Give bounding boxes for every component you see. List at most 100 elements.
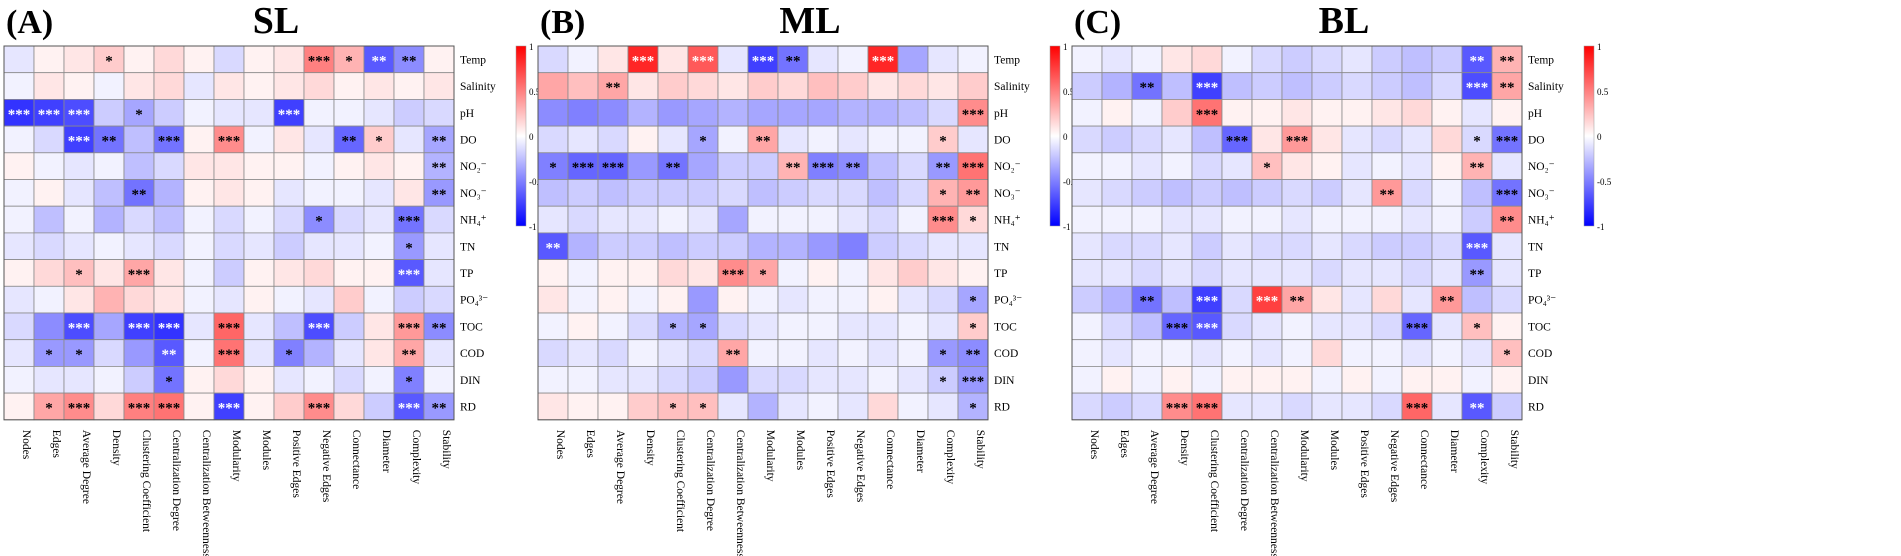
column-label: Positive Edges [290,430,302,499]
heatmap-cell [537,125,569,154]
column-label: Clustering Coefficient [1208,430,1220,533]
heatmap-cell [1191,99,1223,127]
heatmap-cell [363,285,395,314]
heatmap-cell [837,232,869,260]
significance-mark: *** [962,374,985,390]
significance-mark: ** [1500,214,1515,230]
heatmap-cell [393,392,425,421]
heatmap-cell [1371,125,1403,154]
heatmap-cell [333,285,365,314]
heatmap-cell [1071,365,1103,394]
heatmap-cell [837,259,869,287]
heatmap-cell [93,365,125,394]
significance-mark: *** [572,160,595,176]
heatmap-cell [777,205,809,234]
heatmap-cell [807,365,839,394]
heatmap-cell [897,312,929,341]
column-label: Stability [440,430,452,469]
significance-mark: *** [962,107,985,123]
heatmap-cell [1161,179,1193,207]
column-label: Connectance [350,430,362,489]
heatmap-cell [1161,365,1193,394]
heatmap-cell [1491,365,1523,394]
heatmap-cell [537,179,569,207]
heatmap-cell [777,72,809,100]
heatmap-cell [957,339,989,367]
heatmap-cell [153,45,185,74]
heatmap-cell [567,365,599,394]
colorbar [515,45,527,227]
heatmap-cell [363,179,395,207]
heatmap-cell [183,99,215,127]
heatmap-cell [1161,392,1193,421]
row-label: TP [994,268,1007,280]
heatmap-cell [687,312,719,341]
colorbar-tick: 0.5 [1063,87,1075,97]
significance-mark: *** [752,53,775,69]
colorbar-tick: -0.5 [529,177,544,187]
heatmap-cell [1221,152,1253,180]
row-label: PO₄³⁻ [1528,295,1556,307]
heatmap-cell [747,312,779,341]
heatmap-cell [1431,179,1463,207]
heatmap-cell [1101,125,1133,154]
heatmap-cell [627,152,659,180]
heatmap-cell [957,259,989,287]
heatmap-cell [807,232,839,260]
heatmap-cell [213,259,245,287]
heatmap-cell [1461,232,1493,260]
significance-mark: *** [962,160,985,176]
heatmap-cell [1371,99,1403,127]
heatmap-cell [687,392,719,421]
heatmap-cell [1431,392,1463,421]
heatmap-cell [303,45,335,74]
column-label: Clustering Coefficient [674,430,686,533]
heatmap-cell [1191,312,1223,341]
significance-mark: ** [756,133,771,149]
colorbar-tick: -0.5 [1597,177,1612,187]
heatmap-cell [1191,179,1223,207]
heatmap-cell [1311,152,1343,180]
significance-mark: *** [1406,400,1429,416]
heatmap-cell [3,152,35,180]
heatmap-cell [1341,392,1373,421]
significance-mark: ** [402,347,417,363]
heatmap-cell [1491,285,1523,314]
significance-mark: *** [632,53,655,69]
heatmap-cell [93,72,125,100]
heatmap-cell [1221,312,1253,341]
significance-mark: ** [726,347,741,363]
row-label: Salinity [1528,81,1564,93]
heatmap-cell [1071,285,1103,314]
significance-mark: * [969,320,977,336]
significance-mark: ** [132,187,147,203]
heatmap-cell [747,259,779,287]
heatmap-cell [1341,205,1373,234]
heatmap-cell [1341,125,1373,154]
significance-mark: * [1473,320,1481,336]
heatmap-cell [657,125,689,154]
column-label: Centralization Degree [170,430,182,531]
heatmap-cell [1341,152,1373,180]
heatmap-cell [1191,392,1223,421]
colorbar-tick: 1 [1597,42,1602,52]
heatmap-cell [717,232,749,260]
heatmap-cell [213,205,245,234]
heatmap-cell [1371,152,1403,180]
heatmap-cell [567,99,599,127]
heatmap-cell [303,125,335,154]
heatmap-cell [243,152,275,180]
heatmap-cell [123,339,155,367]
significance-mark: * [939,187,947,203]
heatmap-cell [537,339,569,367]
heatmap-cell [867,179,899,207]
heatmap-cell [1491,312,1523,341]
heatmap-cell [393,179,425,207]
heatmap-cell [273,365,305,394]
significance-mark: *** [872,53,895,69]
heatmap-cell [363,259,395,287]
row-label: NO₂⁻ [994,161,1021,173]
significance-mark: ** [786,160,801,176]
heatmap-cell [957,45,989,74]
column-label: Modularity [1298,430,1310,482]
